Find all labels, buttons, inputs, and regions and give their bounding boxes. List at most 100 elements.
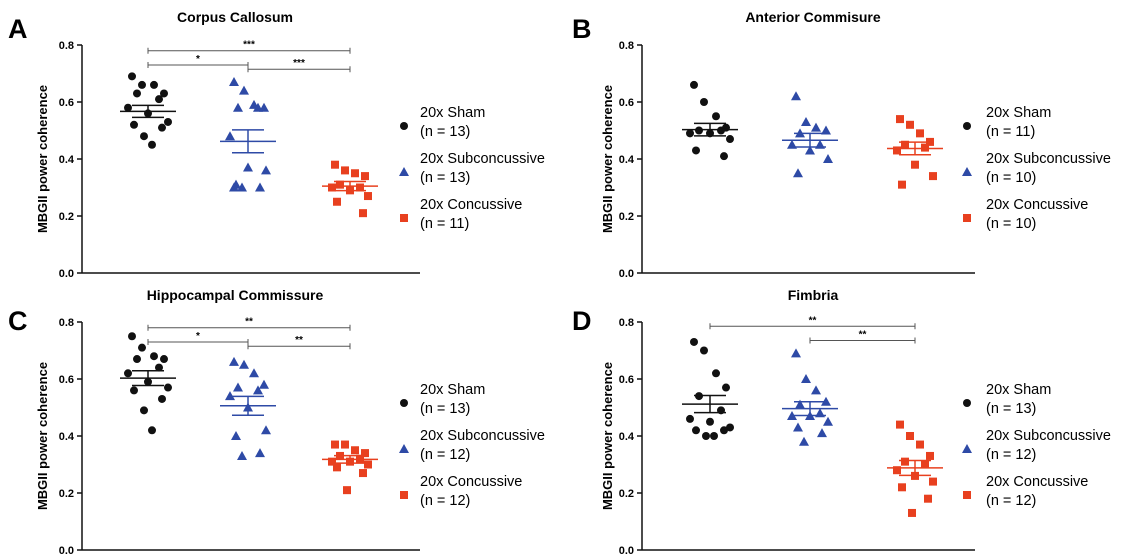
data-point bbox=[823, 154, 833, 163]
data-point bbox=[896, 420, 904, 429]
panel-d: D Fimbria MBGII power coherence 0.0 0.2 0.4 0.… bbox=[572, 287, 1111, 556]
y-tick-label: 0.2 bbox=[59, 211, 74, 223]
series-triangle bbox=[220, 356, 276, 460]
data-point bbox=[229, 182, 239, 192]
data-point bbox=[898, 483, 906, 492]
y-tick-label: 0.6 bbox=[59, 97, 74, 109]
data-point bbox=[700, 346, 708, 355]
legend-n-label: (n = 12) bbox=[986, 493, 1036, 509]
data-point bbox=[229, 356, 239, 366]
data-point bbox=[901, 457, 909, 466]
chart-title: Anterior Commisure bbox=[745, 9, 881, 25]
data-point bbox=[706, 417, 714, 426]
legend-marker bbox=[963, 399, 971, 407]
legend-n-label: (n = 10) bbox=[986, 216, 1036, 232]
significance-label: *** bbox=[243, 40, 255, 51]
y-tick-label: 0.4 bbox=[59, 154, 75, 166]
y-tick-label: 0.2 bbox=[619, 211, 634, 223]
data-point bbox=[128, 332, 136, 341]
legend-label: 20x Sham bbox=[420, 382, 485, 398]
data-point bbox=[911, 160, 919, 169]
data-point bbox=[356, 183, 364, 192]
y-axis-label: MBGII power coherence bbox=[600, 362, 615, 510]
data-point bbox=[692, 426, 700, 435]
data-point bbox=[158, 394, 166, 403]
data-point bbox=[791, 348, 801, 358]
legend-label: 20x Concussive bbox=[986, 474, 1088, 490]
y-tick-label: 0.8 bbox=[619, 317, 634, 329]
data-point bbox=[150, 352, 158, 361]
data-point bbox=[158, 123, 166, 132]
data-point bbox=[253, 102, 263, 112]
data-point bbox=[155, 95, 163, 104]
data-point bbox=[799, 436, 809, 446]
data-point bbox=[692, 146, 700, 155]
data-point bbox=[261, 165, 271, 175]
legend-label: 20x Subconcussive bbox=[420, 428, 545, 444]
data-point bbox=[225, 131, 235, 141]
legend-n-label: (n = 13) bbox=[420, 170, 470, 186]
data-point bbox=[712, 112, 720, 121]
y-axis-label: MBGII power coherence bbox=[35, 85, 50, 233]
data-point bbox=[331, 160, 339, 169]
y-tick-label: 0.8 bbox=[59, 317, 74, 329]
data-point bbox=[908, 508, 916, 517]
series-circle bbox=[120, 332, 176, 435]
legend-marker bbox=[400, 399, 408, 407]
data-point bbox=[710, 432, 718, 440]
data-point bbox=[916, 440, 924, 449]
y-tick-label: 0.4 bbox=[619, 154, 635, 166]
data-point bbox=[821, 125, 831, 135]
data-point bbox=[811, 385, 821, 395]
legend-n-label: (n = 13) bbox=[420, 401, 470, 417]
data-point bbox=[148, 140, 156, 149]
data-point bbox=[801, 116, 811, 126]
data-point bbox=[722, 383, 730, 392]
data-point bbox=[333, 197, 341, 206]
data-point bbox=[138, 80, 146, 89]
data-point bbox=[233, 382, 243, 392]
data-point bbox=[364, 460, 372, 469]
data-point bbox=[328, 457, 336, 466]
y-tick-label: 0.0 bbox=[59, 545, 74, 556]
legend-marker bbox=[962, 444, 972, 453]
data-point bbox=[823, 416, 833, 426]
data-point bbox=[929, 477, 937, 486]
legend-marker bbox=[963, 122, 971, 130]
chart-title: Hippocampal Commissure bbox=[147, 287, 324, 303]
legend-marker bbox=[400, 491, 408, 499]
series-square bbox=[322, 160, 378, 218]
data-point bbox=[801, 374, 811, 383]
data-point bbox=[811, 122, 821, 132]
data-point bbox=[351, 446, 359, 455]
data-point bbox=[341, 440, 349, 449]
legend-label: 20x Sham bbox=[986, 105, 1051, 121]
legend-marker bbox=[399, 167, 409, 176]
data-point bbox=[343, 486, 351, 495]
data-point bbox=[921, 143, 929, 152]
data-point bbox=[164, 117, 172, 126]
data-point bbox=[150, 80, 158, 89]
data-point bbox=[140, 406, 148, 415]
legend-n-label: (n = 12) bbox=[420, 493, 470, 509]
data-point bbox=[359, 469, 367, 478]
data-point bbox=[155, 363, 163, 372]
significance-label: *** bbox=[293, 58, 305, 69]
data-point bbox=[901, 140, 909, 149]
legend-n-label: (n = 11) bbox=[986, 124, 1035, 140]
data-point bbox=[906, 120, 914, 129]
legend-label: 20x Sham bbox=[986, 382, 1051, 398]
y-tick-label: 0.4 bbox=[59, 431, 75, 443]
data-point bbox=[253, 385, 263, 395]
legend-marker bbox=[400, 122, 408, 130]
data-point bbox=[249, 368, 259, 378]
data-point bbox=[130, 386, 138, 395]
panel-letter: D bbox=[572, 306, 592, 336]
data-point bbox=[695, 126, 703, 135]
data-point bbox=[364, 192, 372, 201]
data-point bbox=[140, 132, 148, 141]
data-point bbox=[164, 383, 172, 392]
data-point bbox=[138, 343, 146, 352]
data-point bbox=[239, 85, 249, 95]
data-point bbox=[793, 422, 803, 432]
